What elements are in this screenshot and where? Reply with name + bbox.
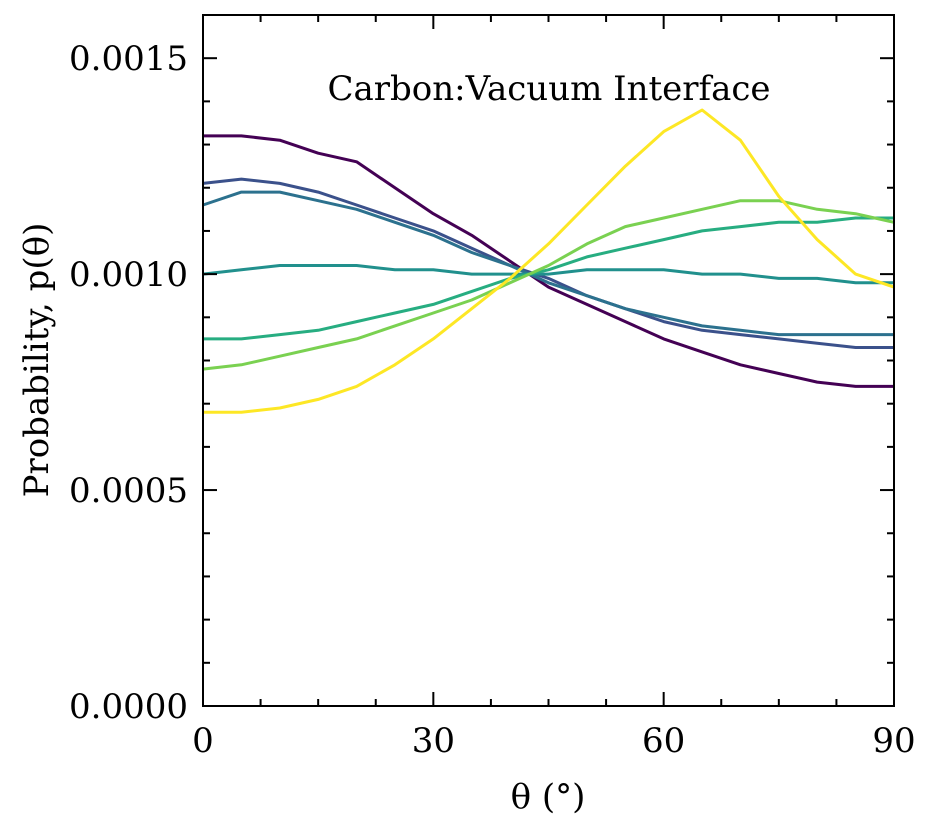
y-tick-label: 0.0005: [69, 471, 188, 511]
series-line-4: [202, 264, 894, 285]
y-axis-label: Probability, p(θ): [17, 223, 57, 498]
y-tick-label: 0.0015: [69, 39, 188, 79]
plot-frame: [202, 14, 895, 707]
series-line-2: [202, 177, 894, 349]
series-line-7: [203, 108, 895, 414]
axis-ticks: [202, 14, 895, 707]
y-tick-label: 0.0000: [69, 687, 188, 727]
x-axis-label: θ (°): [511, 777, 586, 817]
series-line-5: [203, 216, 894, 341]
x-tick-label: 0: [192, 721, 214, 761]
series-line-6: [202, 199, 895, 371]
x-tick-label: 90: [872, 721, 915, 761]
series-line-3: [202, 190, 894, 337]
x-tick-label: 60: [642, 721, 685, 761]
series-lines: [202, 108, 895, 414]
chart-title: Carbon:Vacuum Interface: [327, 69, 770, 109]
tick-labels: 0 30 60 90 0.0000 0.0005 0.0010 0.0015: [69, 39, 916, 761]
x-tick-label: 30: [412, 721, 455, 761]
series-line-1: [203, 134, 894, 388]
y-tick-label: 0.0010: [69, 255, 188, 295]
